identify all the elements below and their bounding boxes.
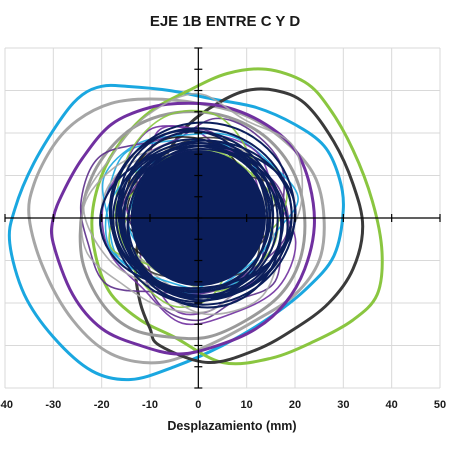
x-tick-labels: -40 -30 -20 -10 0 10 20 30 40 50 bbox=[0, 399, 446, 411]
x-tick-label: -30 bbox=[45, 399, 61, 411]
series-line-5 bbox=[49, 101, 316, 356]
series-layer bbox=[7, 67, 384, 382]
series-line-1 bbox=[7, 83, 345, 382]
core-loop bbox=[123, 142, 279, 297]
x-tick-label: 40 bbox=[386, 399, 398, 411]
chart-title: EJE 1B ENTRE C Y D bbox=[150, 13, 300, 30]
series-line-2 bbox=[27, 97, 326, 365]
series-line-3 bbox=[90, 67, 384, 366]
x-tick-label: -20 bbox=[94, 399, 110, 411]
x-tick-label: 20 bbox=[289, 399, 301, 411]
x-tick-label: 10 bbox=[241, 399, 253, 411]
x-tick-label: -10 bbox=[142, 399, 158, 411]
x-tick-label: 30 bbox=[337, 399, 349, 411]
core-loop bbox=[121, 147, 283, 302]
x-tick-label: 0 bbox=[195, 399, 201, 411]
x-tick-label: 50 bbox=[434, 399, 446, 411]
x-axis-title: Desplazamiento (mm) bbox=[167, 419, 296, 433]
core-loop bbox=[117, 129, 269, 299]
axes bbox=[4, 47, 441, 389]
x-tick-label: -40 bbox=[0, 399, 13, 411]
